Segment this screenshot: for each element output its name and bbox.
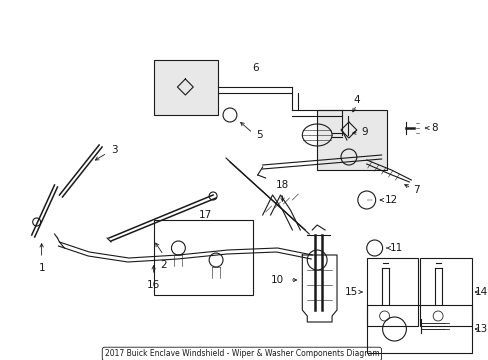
Text: 18: 18 xyxy=(275,180,288,190)
Bar xyxy=(366,305,471,353)
Bar xyxy=(317,110,386,170)
Text: 14: 14 xyxy=(474,287,488,297)
Text: 15: 15 xyxy=(345,287,358,297)
Bar xyxy=(153,220,252,295)
Bar xyxy=(366,258,417,326)
Bar xyxy=(419,258,471,326)
Text: 9: 9 xyxy=(361,127,367,137)
Text: 2017 Buick Enclave Windshield - Wiper & Washer Components Diagram: 2017 Buick Enclave Windshield - Wiper & … xyxy=(104,350,378,359)
Text: 2: 2 xyxy=(160,260,166,270)
Text: 13: 13 xyxy=(474,324,488,334)
Text: 11: 11 xyxy=(389,243,402,253)
Text: 6: 6 xyxy=(252,63,259,73)
Text: 12: 12 xyxy=(384,195,397,205)
Text: 8: 8 xyxy=(430,123,437,133)
Text: 17: 17 xyxy=(198,210,211,220)
Text: 4: 4 xyxy=(353,95,359,105)
Bar xyxy=(153,60,218,115)
Text: 3: 3 xyxy=(110,145,117,155)
Text: 5: 5 xyxy=(256,130,263,140)
Text: 16: 16 xyxy=(147,280,160,290)
Text: 7: 7 xyxy=(412,185,419,195)
Text: 10: 10 xyxy=(270,275,284,285)
Text: 1: 1 xyxy=(38,263,45,273)
